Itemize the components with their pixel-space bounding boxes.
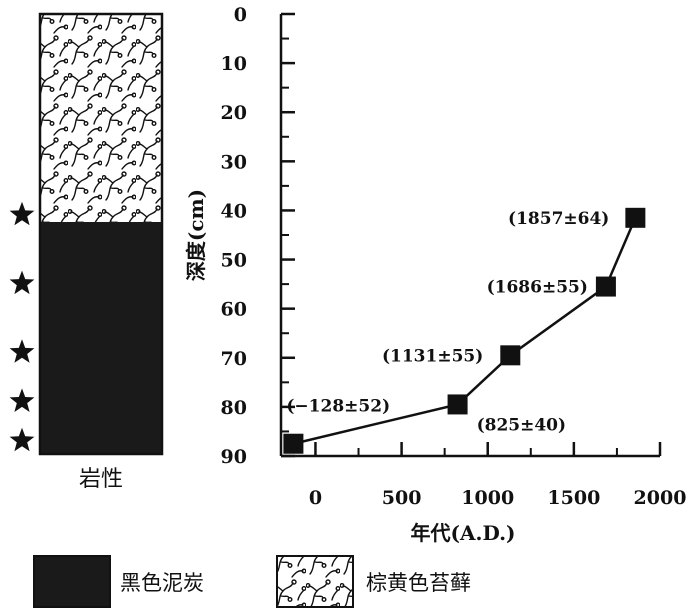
legend-label-peat: 黑色泥炭 xyxy=(120,571,204,595)
x-tick-label-1000: 1000 xyxy=(461,487,514,509)
axes xyxy=(279,14,660,458)
x-tick-label-500: 500 xyxy=(382,487,422,509)
y-tick-label-20: 20 xyxy=(221,102,247,124)
series-depth-age xyxy=(283,207,646,454)
y-tick-label-90: 90 xyxy=(221,446,247,468)
data-label-3: (1686±55) xyxy=(487,278,588,298)
sample-star-3 xyxy=(9,388,35,412)
lithology-column xyxy=(38,12,164,456)
y-tick-label-60: 60 xyxy=(221,299,247,321)
point-labels: (−128±52) (825±40) (1131±55) (1686±55) (1857… xyxy=(286,209,609,436)
y-tick-label-70: 70 xyxy=(221,348,247,370)
moss-layer xyxy=(40,14,162,222)
y-axis-title: 深度(cm) xyxy=(184,189,208,281)
data-point-4 xyxy=(625,207,646,228)
data-label-2: (1131±55) xyxy=(382,346,483,366)
legend: 黑色泥炭 棕黄色苔藓 xyxy=(33,555,471,608)
y-tick-label-50: 50 xyxy=(221,250,247,272)
data-label-4: (1857±64) xyxy=(508,209,609,229)
sample-star-0 xyxy=(9,201,35,226)
column-border xyxy=(38,12,164,456)
y-ticks: 0 10 20 30 40 50 60 70 80 90 xyxy=(221,4,295,468)
x-tick-label-0: 0 xyxy=(309,487,322,509)
sample-star-1 xyxy=(9,270,35,295)
peat-layer xyxy=(40,222,162,454)
data-point-3 xyxy=(595,276,616,297)
y-tick-label-40: 40 xyxy=(221,200,247,222)
column-label: 岩性 xyxy=(79,467,123,492)
legend-swatch-moss xyxy=(276,555,354,608)
x-axis-title: 年代(A.D.) xyxy=(411,521,516,545)
sample-stars xyxy=(9,201,35,452)
data-point-1 xyxy=(447,394,468,415)
y-tick-label-80: 80 xyxy=(221,397,247,419)
y-tick-label-10: 10 xyxy=(221,53,247,75)
data-label-0: (−128±52) xyxy=(286,397,390,417)
data-point-0 xyxy=(283,433,304,454)
data-label-1: (825±40) xyxy=(477,415,566,435)
y-tick-label-0: 0 xyxy=(234,4,247,26)
x-tick-label-1500: 1500 xyxy=(547,487,600,509)
sample-star-4 xyxy=(9,427,35,452)
x-tick-label-2000: 2000 xyxy=(634,487,687,509)
legend-label-moss: 棕黄色苔藓 xyxy=(366,571,471,595)
y-tick-label-30: 30 xyxy=(221,151,247,173)
data-point-2 xyxy=(500,345,521,366)
legend-swatch-peat xyxy=(33,555,111,608)
x-ticks: 0 500 1000 1500 2000 xyxy=(309,442,687,509)
sample-star-2 xyxy=(9,339,35,363)
